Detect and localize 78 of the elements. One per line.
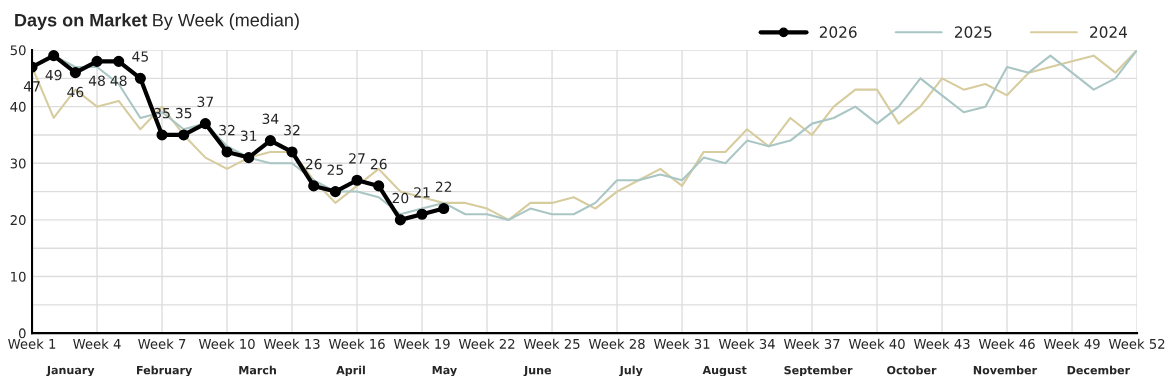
point bbox=[91, 55, 103, 67]
point bbox=[308, 180, 320, 192]
x-tick-label: Week 40 bbox=[848, 338, 905, 349]
data-label: 35 bbox=[175, 107, 192, 119]
point bbox=[438, 203, 450, 215]
text: August bbox=[702, 365, 747, 376]
x-tick-label: Week 43 bbox=[913, 338, 970, 349]
y-tick-label: 50 bbox=[10, 45, 26, 56]
x-tick-label: Week 22 bbox=[458, 338, 515, 349]
text: January bbox=[46, 365, 95, 376]
legend-label: 2024 bbox=[1090, 26, 1128, 38]
point bbox=[329, 186, 341, 198]
point bbox=[243, 152, 255, 164]
legend-label: 2025 bbox=[954, 26, 992, 38]
x-tick-label: Week 19 bbox=[393, 338, 450, 349]
chart-title: Days on Market bbox=[15, 13, 148, 31]
text: September bbox=[784, 365, 853, 376]
point bbox=[48, 50, 60, 62]
point bbox=[134, 72, 146, 84]
x-tick-label: Week 31 bbox=[653, 338, 710, 349]
y-tick-label: 0 bbox=[18, 328, 26, 339]
x-tick-label: Week 28 bbox=[588, 338, 645, 349]
x-tick-label: Week 1 bbox=[8, 338, 56, 349]
data-label: 32 bbox=[284, 124, 300, 136]
legend-label: 2026 bbox=[819, 26, 857, 38]
text: April bbox=[336, 365, 365, 376]
point bbox=[69, 67, 81, 79]
point bbox=[178, 129, 190, 141]
data-label: 34 bbox=[262, 113, 279, 125]
x-tick-label: Week 13 bbox=[263, 338, 320, 349]
x-tick-label: Week 7 bbox=[138, 338, 186, 349]
data-label: 48 bbox=[88, 75, 105, 86]
point bbox=[373, 180, 385, 192]
x-tick-label: Week 10 bbox=[198, 338, 255, 349]
data-label: 45 bbox=[132, 51, 148, 62]
chart-subtitle: By Week (median) bbox=[153, 13, 299, 31]
point bbox=[221, 146, 233, 158]
data-label: 49 bbox=[45, 69, 62, 81]
point bbox=[156, 129, 168, 141]
data-label: 31 bbox=[240, 130, 257, 142]
y-tick-label: 30 bbox=[10, 158, 26, 169]
text: November bbox=[973, 365, 1038, 375]
data-label: 21 bbox=[414, 187, 430, 198]
y-tick-label: 10 bbox=[11, 271, 26, 282]
text: October bbox=[887, 365, 937, 375]
text: July bbox=[619, 365, 643, 376]
data-label: 26 bbox=[370, 158, 387, 170]
x-tick-label: Week 34 bbox=[718, 338, 775, 349]
y-tick-label: 40 bbox=[10, 101, 26, 112]
data-label: 46 bbox=[67, 86, 84, 98]
point bbox=[416, 208, 428, 220]
point bbox=[113, 55, 125, 67]
x-tick-label: Week 37 bbox=[783, 338, 840, 349]
point bbox=[286, 146, 298, 158]
data-label: 37 bbox=[197, 96, 214, 108]
text: May bbox=[432, 365, 457, 376]
point bbox=[199, 118, 211, 130]
data-label: 26 bbox=[305, 158, 322, 170]
x-tick-label: Week 46 bbox=[978, 338, 1035, 349]
x-tick-label: Week 4 bbox=[73, 338, 121, 349]
data-label: 48 bbox=[110, 75, 127, 86]
data-label: 22 bbox=[435, 181, 452, 192]
text: February bbox=[137, 365, 193, 376]
data-label: 32 bbox=[219, 124, 235, 136]
point bbox=[394, 214, 406, 226]
x-tick-label: Week 25 bbox=[523, 338, 580, 349]
text: March bbox=[239, 365, 276, 375]
point bbox=[264, 135, 276, 147]
text: June bbox=[523, 366, 552, 376]
point bbox=[351, 174, 363, 186]
data-label: 20 bbox=[392, 192, 409, 204]
data-label: 27 bbox=[349, 153, 365, 164]
data-label: 25 bbox=[327, 164, 343, 175]
x-tick-label: Week 49 bbox=[1043, 338, 1100, 349]
x-tick-label: Week 16 bbox=[328, 338, 385, 349]
text: December bbox=[1067, 365, 1131, 375]
x-tick-label: Week 52 bbox=[1108, 338, 1165, 349]
y-tick-label: 20 bbox=[10, 215, 26, 226]
